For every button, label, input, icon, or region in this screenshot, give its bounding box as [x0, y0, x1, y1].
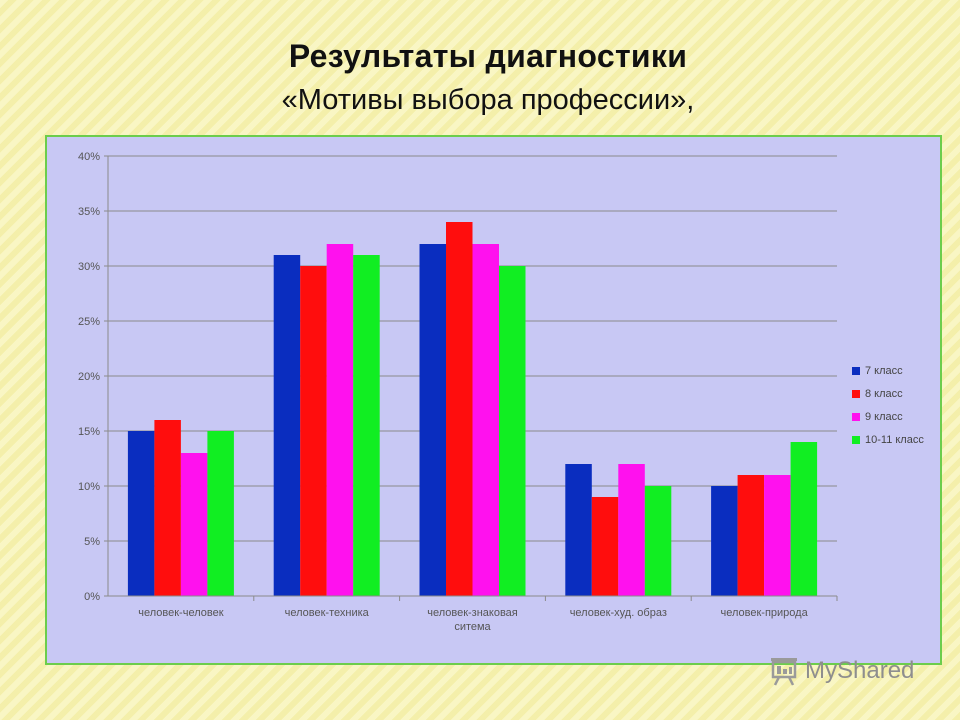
x-tick-label: человек-человек [138, 607, 223, 619]
bar [591, 497, 619, 596]
slide-title: Результаты диагностики [288, 38, 688, 74]
legend-swatch [852, 366, 860, 375]
bar [711, 486, 738, 596]
bar [326, 244, 354, 596]
bar [207, 431, 234, 596]
legend-item: 9 класс [852, 405, 924, 428]
bar [353, 255, 380, 596]
x-tick-label: человек-знаковая ситема [427, 607, 518, 633]
bar [764, 475, 791, 596]
bar [300, 266, 327, 596]
bar [472, 244, 499, 596]
legend-item: 7 класс [852, 359, 924, 382]
x-tick-label: человек-худ. образ [570, 607, 667, 619]
bar [565, 464, 592, 596]
legend-item: 10-11 класс [852, 428, 924, 451]
chart-legend: 7 класс 8 класс 9 класс 10-11 класс [852, 359, 924, 451]
legend-label: 10-11 класс [865, 433, 924, 446]
bar [790, 442, 818, 596]
bar [180, 453, 208, 596]
watermark-text: MyShared [805, 657, 915, 684]
legend-label: 8 класс [865, 387, 903, 400]
y-tick-label: 25% [78, 316, 100, 328]
y-tick-label: 40% [78, 151, 100, 163]
legend-swatch [852, 435, 860, 444]
y-tick-label: 0% [84, 591, 100, 603]
bar [154, 420, 181, 596]
bar [499, 266, 526, 596]
bar [644, 486, 672, 596]
x-tick-label: человек-техника [285, 607, 370, 619]
x-tick-label: человек-природа [720, 607, 808, 619]
y-tick-label: 30% [78, 261, 100, 273]
bar [446, 222, 473, 596]
y-tick-label: 5% [84, 536, 100, 548]
y-tick-label: 15% [78, 426, 100, 438]
legend-swatch [852, 389, 860, 398]
legend-item: 8 класс [852, 382, 924, 405]
bar [419, 244, 446, 596]
slide-subtitle: «Мотивы выбора профессии», [281, 84, 695, 116]
bar [618, 464, 645, 596]
bar [737, 475, 765, 596]
y-tick-label: 20% [78, 371, 100, 383]
y-tick-label: 35% [78, 206, 100, 218]
y-tick-label: 10% [78, 481, 100, 493]
watermark: MyShared [767, 656, 914, 686]
bar [127, 431, 155, 596]
legend-label: 7 класс [865, 364, 903, 377]
presentation-board-icon [771, 658, 797, 686]
legend-label: 9 класс [865, 410, 903, 423]
legend-swatch [852, 412, 860, 421]
bar [273, 255, 301, 596]
